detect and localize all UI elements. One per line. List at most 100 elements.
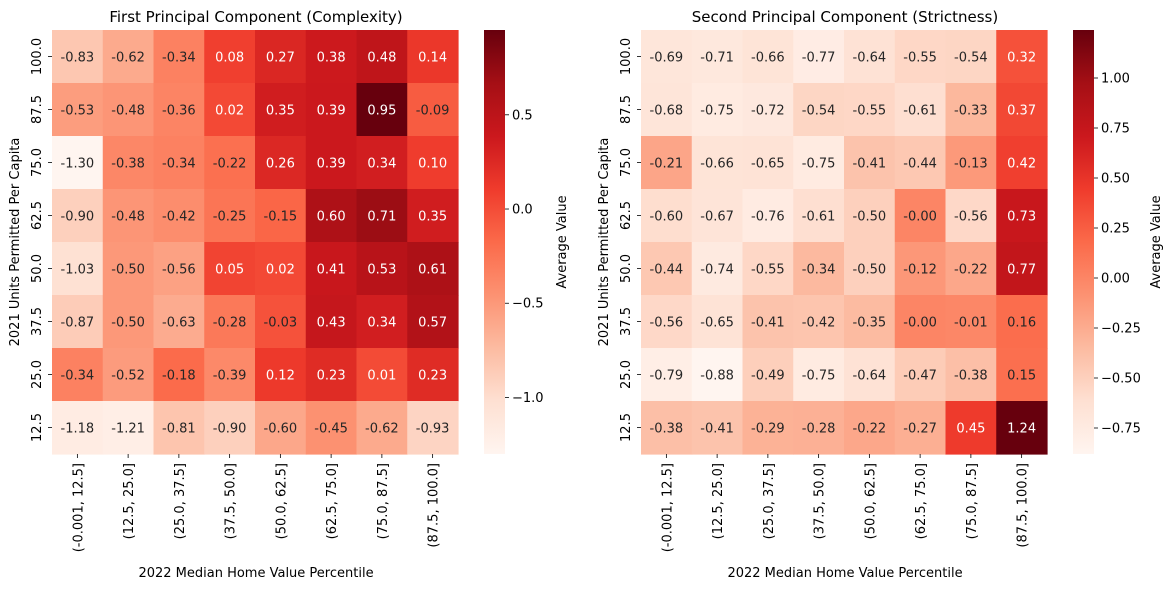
heatmap-cell (52, 83, 104, 137)
heatmap-cell (255, 401, 307, 455)
cell-value-label: -0.34 (61, 369, 95, 384)
heatmap-cell (641, 401, 693, 455)
cell-value-label: -0.72 (751, 104, 785, 119)
heatmap-cell (102, 136, 155, 190)
cell-value-label: -0.61 (802, 210, 836, 225)
cell-value-label: -0.90 (61, 210, 95, 225)
cell-value-label: 0.23 (317, 369, 346, 384)
cell-value-label: -0.34 (162, 157, 196, 172)
cell-value-label: 0.14 (418, 51, 447, 66)
cell-value-label: -0.12 (903, 263, 937, 278)
heatmap-cell (894, 136, 947, 190)
cell-value-label: 0.95 (367, 104, 396, 119)
cell-value-label: -0.00 (903, 316, 937, 331)
x-tick-label: (-0.001, 12.5] (71, 463, 86, 552)
cell-value-label: -0.60 (650, 210, 684, 225)
cell-value-label: -0.25 (213, 210, 247, 225)
heatmap-cell (102, 242, 155, 296)
heatmap-cell (691, 136, 744, 190)
x-tick-labels: (-0.001, 12.5] (12.5, 25.0] (25.0, 37.5] (3… (660, 454, 1031, 552)
heatmap-cell (204, 189, 256, 243)
heatmap-cell (153, 136, 205, 190)
cell-value-label: -0.77 (802, 51, 836, 66)
x-tick-label: (62.5, 75.0] (325, 463, 340, 539)
heatmap-cell (742, 401, 794, 455)
heatmap-cell (255, 136, 307, 190)
cell-value-label: 0.02 (266, 263, 295, 278)
colorbar-tick-label: 1.00 (1101, 72, 1130, 87)
heatmap-cell (844, 30, 896, 84)
cell-value-label: -0.76 (751, 210, 785, 225)
heatmap-cell (407, 189, 459, 243)
heatmap-cell (691, 401, 744, 455)
heatmap-cell (894, 189, 947, 243)
heatmap-cell (52, 136, 104, 190)
y-tick-label: 25.0 (619, 360, 634, 389)
cell-value-label: -0.52 (111, 369, 145, 384)
cell-value-label: -0.01 (954, 316, 988, 331)
heatmap-cell (742, 348, 794, 402)
cell-value-label: -0.54 (954, 51, 988, 66)
x-tick-label: (37.5, 50.0] (813, 463, 828, 539)
cell-value-label: -0.09 (416, 104, 450, 119)
heatmap-cell (407, 242, 459, 296)
heatmap-cell (153, 348, 205, 402)
heatmap-cell (356, 401, 408, 455)
cell-value-label: -1.03 (61, 263, 95, 278)
heatmap-cell (945, 136, 997, 190)
heatmap-cell (204, 242, 256, 296)
cell-value-label: -0.69 (650, 51, 684, 66)
heatmap-cell (996, 401, 1048, 455)
heatmap-cells: -0.69 -0.71 -0.66 -0.77 -0.64 -0.55 -0.54 0.32 -… (641, 30, 1048, 455)
y-tick-labels: 100.0 87.5 75.0 62.5 50.0 37.5 25.0 12.5 (619, 38, 641, 442)
heatmap-cell (945, 401, 997, 455)
cell-value-label: 0.39 (317, 104, 346, 119)
heatmap-cell (894, 242, 947, 296)
cell-value-label: -0.56 (954, 210, 988, 225)
colorbar (1073, 30, 1094, 454)
cell-value-label: 1.24 (1007, 422, 1036, 437)
cell-value-label: 0.57 (418, 316, 447, 331)
cell-value-label: -0.49 (751, 369, 785, 384)
heatmap-cell (742, 30, 794, 84)
cell-value-label: -0.56 (650, 316, 684, 331)
heatmap-cell (894, 348, 947, 402)
cell-value-label: -0.62 (111, 51, 145, 66)
heatmap-cell (255, 242, 307, 296)
heatmap-cell (305, 348, 358, 402)
cell-value-label: 0.16 (1007, 316, 1036, 331)
cell-value-label: -0.74 (700, 263, 734, 278)
heatmap-cell (945, 30, 997, 84)
cell-value-label: -0.22 (954, 263, 988, 278)
x-tick-label: (87.5, 100.0] (1016, 463, 1031, 548)
heatmap-cell (255, 189, 307, 243)
cell-value-label: -0.68 (650, 104, 684, 119)
x-tick-label: (62.5, 75.0] (914, 463, 929, 539)
heatmap-cell (305, 136, 358, 190)
heatmap-cell (356, 295, 408, 349)
x-tick-label: (25.0, 37.5] (173, 463, 188, 539)
cell-value-label: 0.61 (418, 263, 447, 278)
heatmap-cell (641, 83, 693, 137)
y-tick-labels: 100.0 87.5 75.0 62.5 50.0 37.5 25.0 12.5 (30, 38, 52, 442)
cell-value-label: 0.73 (1007, 210, 1036, 225)
heatmap-cell (153, 242, 205, 296)
heatmap-cell (742, 295, 794, 349)
cell-value-label: -0.93 (416, 422, 450, 437)
heatmap-cell (641, 189, 693, 243)
heatmap-cell (793, 401, 845, 455)
cell-value-label: -0.56 (162, 263, 196, 278)
heatmap-cell (52, 242, 104, 296)
heatmap-cell (691, 30, 744, 84)
cell-value-label: -0.71 (700, 51, 734, 66)
heatmap-cell (844, 348, 896, 402)
cell-value-label: -0.28 (802, 422, 836, 437)
heatmap-cell (894, 30, 947, 84)
heatmap-cell (996, 30, 1048, 84)
heatmap-cell (204, 401, 256, 455)
heatmap-cell (102, 83, 155, 137)
cell-value-label: -0.66 (700, 157, 734, 172)
heatmap-cell (305, 242, 358, 296)
heatmap-cell (894, 295, 947, 349)
colorbar-tick-label: 0.75 (1101, 122, 1130, 137)
